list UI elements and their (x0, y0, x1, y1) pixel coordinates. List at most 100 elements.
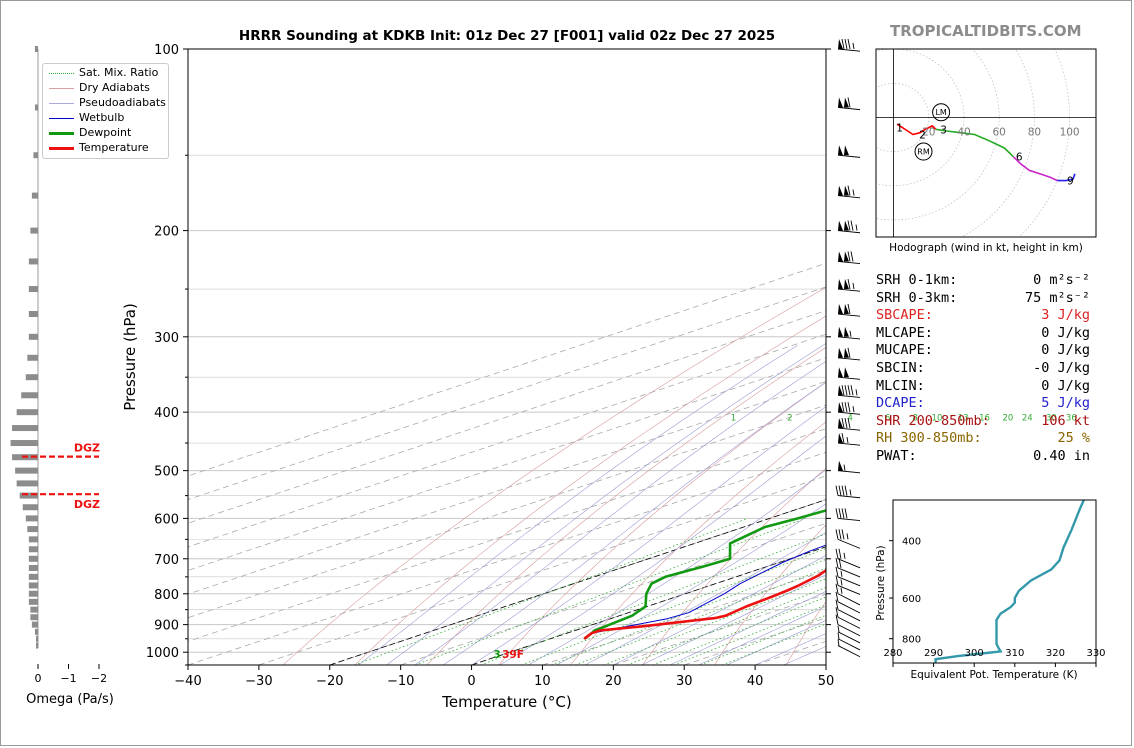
barb-pennant (838, 402, 843, 413)
stat-mucape: MUCAPE: 0 J/kg (876, 342, 1090, 359)
barb-half-flag (843, 464, 846, 471)
barb-pennant (838, 251, 843, 262)
barb-flag (835, 485, 839, 496)
thetae-y-tick-label: 800 (902, 635, 921, 646)
storm-motion-marker (914, 142, 933, 161)
barb-shaft (837, 601, 861, 614)
barb-flag (838, 548, 842, 559)
barb-pennant (844, 185, 849, 196)
barb-half-flag (855, 389, 858, 396)
thetae-x-tick-label: 280 (883, 648, 902, 659)
barb-flag (835, 591, 839, 602)
stat-sbcape: SBCAPE: 3 J/kg (876, 307, 1090, 324)
barb-shaft (837, 336, 861, 340)
omega-bar (31, 621, 38, 628)
omega-bar (31, 192, 38, 199)
wind-barb (835, 575, 861, 595)
omega-bar (28, 546, 38, 553)
barb-pennant (844, 279, 849, 290)
wind-barb (835, 614, 861, 637)
barb-shaft (837, 411, 861, 415)
barb-flag (841, 508, 845, 519)
isotherm (188, 333, 826, 548)
thetae-x-tick-label: 300 (965, 648, 984, 659)
x-tick-label: 10 (534, 674, 551, 689)
barb-shaft (837, 376, 861, 380)
barb-shaft (837, 260, 861, 265)
stat-srh-0-3km: SRH 0-3km: 75 m²s⁻² (876, 289, 1090, 306)
omega-bar (27, 526, 38, 533)
dry-adiabat (570, 421, 826, 665)
barb-half-flag (843, 552, 846, 559)
barb-flag (838, 529, 842, 540)
moist-adiabat (528, 469, 826, 665)
wind-barb (837, 97, 861, 111)
mixing-ratio-line (521, 548, 826, 665)
hodograph-trace (935, 128, 1014, 158)
mixing-ratio-label: 6 (885, 413, 890, 423)
wind-barb (835, 508, 861, 522)
x-tick-label: −10 (387, 674, 414, 689)
barb-shaft (837, 567, 861, 578)
omega-bar (28, 286, 38, 293)
barb-half-flag (849, 330, 852, 337)
barb-flag (847, 278, 851, 290)
hodograph-trace (1012, 156, 1058, 182)
barb-pennant (838, 145, 843, 156)
hodograph-trace (1057, 173, 1076, 182)
wind-barb (837, 417, 861, 431)
y-tick-label: 1000 (146, 646, 179, 661)
omega-x-tick-label: −1 (60, 672, 76, 685)
barb-pennant (844, 145, 849, 156)
temperature-profile (583, 568, 826, 640)
mixing-ratio-label: 8 (912, 413, 917, 423)
barb-flag (841, 417, 845, 429)
thetae-x-tick-label: 320 (1046, 648, 1065, 659)
barb-shaft (837, 576, 861, 587)
barb-shaft (837, 631, 861, 644)
mixing-ratio-label: 36 (1066, 413, 1077, 423)
isotherm (188, 357, 826, 571)
wind-barb (837, 632, 861, 651)
wind-barb (835, 557, 861, 578)
omega-x-tick-label: −2 (91, 672, 107, 685)
omega-bar (25, 374, 38, 381)
isotherm (188, 404, 826, 619)
thetae-y-tick-label: 600 (902, 594, 921, 605)
barb-shaft (837, 638, 861, 651)
moist-adiabat (443, 381, 826, 665)
wind-barb (837, 639, 861, 658)
barb-flag (835, 575, 839, 586)
barb-pennant (838, 460, 843, 471)
barb-half-flag (840, 579, 843, 586)
barb-flag (847, 417, 851, 429)
wind-barb (835, 548, 861, 569)
wetbulb-profile (591, 544, 826, 634)
hodograph-height-label: 2 (919, 129, 926, 141)
barb-flag (841, 432, 845, 444)
hodograph-axes (875, 48, 1097, 238)
barb-pennant (838, 418, 843, 429)
barb-flag (844, 508, 848, 519)
barb-shaft (837, 585, 861, 595)
moist-adiabat (556, 503, 826, 665)
omega-bar (16, 480, 38, 487)
hodograph-height-label: 9 (1067, 176, 1074, 188)
wind-barb (835, 599, 861, 622)
dry-adiabat (426, 347, 826, 665)
wind-barb (835, 583, 861, 606)
barb-shaft (837, 230, 861, 234)
thetae-profile (934, 500, 1085, 663)
omega-bar (19, 492, 38, 499)
stat-rh: RH 300-850mb: 25 % (876, 430, 1090, 447)
barb-flag (835, 508, 839, 519)
x-tick-label: −30 (245, 674, 272, 689)
x-tick-label: 0 (467, 674, 475, 689)
barb-flag (844, 402, 848, 413)
moist-adiabat (357, 345, 798, 665)
omega-bar (33, 152, 38, 159)
barb-half-flag (852, 282, 855, 290)
skewt-y-label: Pressure (hPa) (121, 303, 139, 411)
omega-bar (28, 590, 38, 597)
